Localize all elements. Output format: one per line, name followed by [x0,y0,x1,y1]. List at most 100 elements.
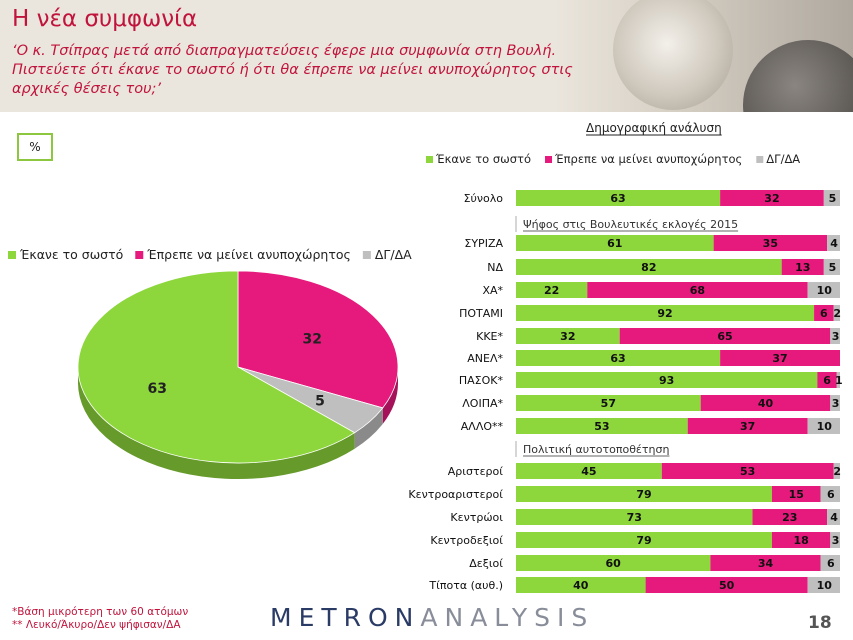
bar-value-label: 79 [636,534,651,547]
bar-value-label: 68 [690,284,705,297]
bar-value-label: 93 [659,374,674,387]
bar-value-label: 50 [719,579,735,592]
footnote-blank-vote: ** Λευκό/Άκυρο/Δεν ψήφισαν/ΔΑ [12,619,181,631]
bar-value-label: 5 [829,261,837,274]
bar-segment [807,282,840,298]
bar-segment [781,259,824,275]
bar-legend-swatch [426,156,433,163]
bar-segment [820,555,840,571]
bar-value-label: 73 [627,511,642,524]
bar-value-label: 92 [657,307,672,320]
bar-segment [516,350,721,366]
footnotes: *Βάση μικρότερη των 60 ατόμων ** Λευκό/Ά… [12,606,188,632]
bar-segment [516,486,772,502]
bar-value-label: 63 [610,352,625,365]
bar-legend-swatch [545,156,553,163]
unit-label: % [17,133,53,161]
bar-segment [587,282,808,298]
bar-value-label: 60 [606,557,622,570]
bar-value-label: 6 [820,307,828,320]
bar-segment [814,305,834,321]
bar-category-label: ΝΔ [487,261,503,274]
bar-segment [720,350,840,366]
bar-segment [516,418,688,434]
bar-segment [687,418,808,434]
bar-segment [823,259,840,275]
bar-segment [516,463,662,479]
pie-value-label: 63 [147,381,166,397]
bar-value-label: 13 [795,261,810,274]
bar-value-label: 37 [740,420,755,433]
bar-value-label: 79 [636,488,651,501]
pie-legend-label: ΔΓ/ΔΑ [375,247,412,262]
bar-segment [833,463,840,479]
bar-segment [713,235,828,251]
pie-slice-0 [77,270,356,464]
pie-legend-swatch [135,251,144,259]
bar-segment [807,577,840,593]
bar-segment [752,509,828,525]
bar-value-label: 4 [830,237,838,250]
bar-value-label: 82 [641,261,656,274]
bar-legend-label: Έκανε το σωστό [435,152,531,166]
bar-category-label: ΣΥΡΙΖΑ [464,237,503,250]
bar-category-label: Κεντροαριστεροί [408,488,503,501]
header-band: Η νέα συμφωνία ‘Ο κ. Τσίπρας μετά από δι… [0,0,853,112]
bar-segment [830,328,840,344]
bar-value-label: 3 [832,534,840,547]
bar-value-label: 10 [817,579,833,592]
bar-segment [817,372,837,388]
page-title: Η νέα συμφωνία [12,6,198,32]
bar-value-label: 6 [823,374,831,387]
bar-category-label: ΚΚΕ* [476,330,503,343]
bar-segment [516,259,782,275]
bar-segment [830,532,840,548]
bar-value-label: 18 [793,534,808,547]
bar-value-label: 10 [817,284,833,297]
bar-value-label: 40 [573,579,589,592]
bar-value-label: 65 [717,330,732,343]
bar-value-label: 57 [601,397,616,410]
bar-value-label: 32 [764,192,779,205]
bar-value-label: 53 [594,420,609,433]
bar-segment [619,328,831,344]
bar-segment [516,372,818,388]
bar-category-label: Αριστεροί [448,465,503,478]
bar-value-label: 22 [544,284,559,297]
header-decoration [553,0,853,112]
footnote-small-base: *Βάση μικρότερη των 60 ατόμων [12,606,189,618]
bar-value-label: 53 [740,465,755,478]
pie-slice-1 [237,270,399,409]
bar-value-label: 2 [833,307,841,320]
bar-segment [771,486,821,502]
bar-value-label: 32 [560,330,575,343]
metron-analysis-logo: METRONANALYSIS [270,603,595,632]
bar-group-label: Πολιτική αυτοτοποθέτηση [523,443,669,456]
bar-value-label: 23 [782,511,797,524]
pie-side-0 [78,367,355,479]
bar-legend-label: ΔΓ/ΔΑ [766,152,800,166]
bar-legend-swatch [756,156,764,163]
pie-legend-swatch [362,251,371,259]
bar-legend-label: Έπρεπε να μείνει ανυποχώρητος [554,152,742,166]
pie-value-label: 5 [315,393,325,409]
survey-question: ‘Ο κ. Τσίπρας μετά από διαπραγματεύσεις … [12,43,573,97]
bar-segment [833,305,840,321]
bar-segment [645,577,808,593]
bar-value-label: 15 [789,488,804,501]
bar-segment [516,305,815,321]
bar-value-label: 6 [827,557,835,570]
bar-value-label: 3 [832,330,840,343]
bar-segment [516,577,646,593]
page-number: 18 [808,613,832,633]
bar-segment [771,532,831,548]
bar-value-label: 40 [758,397,774,410]
bar-segment [516,328,620,344]
bar-segment [823,190,840,206]
bar-segment [836,372,840,388]
bar-category-label: Κεντρώοι [450,511,503,524]
bar-segment [516,190,721,206]
bar-segment [700,395,831,411]
bar-segment [516,532,772,548]
bar-value-label: 5 [829,192,837,205]
